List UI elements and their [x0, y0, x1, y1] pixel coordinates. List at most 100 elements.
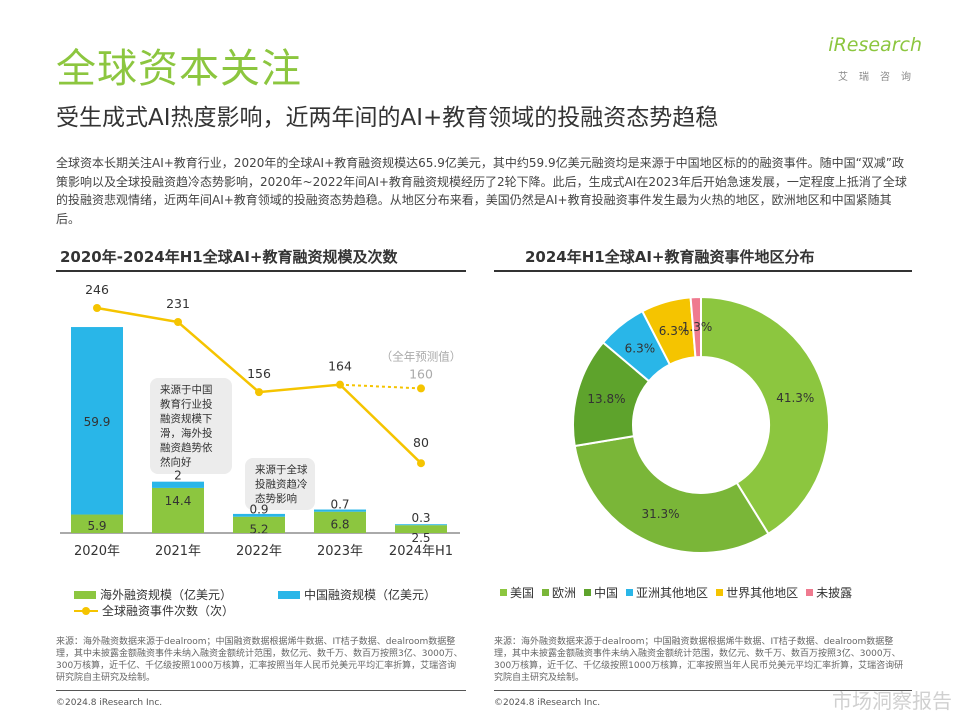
x-tick-label: 2022年 — [236, 544, 282, 559]
line-point — [255, 388, 263, 397]
divider — [494, 270, 912, 272]
legend-swatch — [716, 589, 724, 596]
pie-slice-label: 13.8% — [587, 392, 625, 406]
data-label-china: 0.7 — [330, 498, 349, 512]
bar-china — [152, 481, 204, 488]
callout-box — [245, 458, 315, 510]
legend-swatch — [542, 589, 550, 596]
data-label-count: 231 — [166, 296, 190, 311]
legend-item-count: 全球融资事件次数（次） — [74, 602, 234, 619]
copyright: ©2024.8 iResearch Inc. — [56, 698, 163, 708]
data-label-china: 0.9 — [249, 503, 268, 517]
divider — [494, 690, 912, 691]
legend-swatch — [278, 590, 300, 599]
pie-legend: 美国 欧洲 中国 亚洲其他地区 世界其他地区 未披露 — [500, 584, 852, 601]
pie-slice — [689, 295, 702, 359]
iresearch-logo: iResearch 艾瑞咨询 — [812, 30, 922, 86]
legend-item-overseas: 海外融资规模（亿美元） — [74, 586, 232, 603]
pie-legend-item: 亚洲其他地区 — [626, 584, 708, 601]
legend-label: 海外融资规模（亿美元） — [100, 588, 233, 602]
bar-china — [314, 509, 366, 512]
forecast-line — [339, 383, 422, 390]
pie-legend-item: 中国 — [584, 584, 618, 601]
pie-slice-label: 6.3% — [625, 341, 656, 355]
pie-legend-item: 美国 — [500, 584, 534, 601]
data-label-china: 2 — [174, 469, 182, 483]
bar-chart-title: 2020年-2024年H1全球AI+教育融资规模及次数 — [60, 248, 398, 266]
pie-legend-item: 世界其他地区 — [716, 584, 798, 601]
page-subtitle: 受生成式AI热度影响，近两年间的AI+教育领域的投融资态势趋稳 — [56, 105, 719, 131]
legend-swatch — [584, 589, 592, 596]
data-label-overseas: 6.8 — [330, 518, 349, 532]
x-tick-label: 2023年 — [317, 544, 363, 559]
data-label-china: 0.3 — [411, 511, 430, 525]
legend-swatch — [74, 590, 96, 599]
callout-text: 然向好 — [160, 456, 192, 469]
forecast-note: （全年预测值） — [381, 349, 462, 363]
source-note: 来源：海外融资数据来源于dealroom；中国融资数据根据烯牛数据、IT桔子数据… — [56, 637, 463, 683]
x-tick-label: 2024年H1 — [389, 544, 453, 559]
callout-text: 滑，海外投 — [160, 427, 213, 440]
divider — [56, 690, 466, 691]
data-label-overseas: 5.9 — [87, 519, 106, 533]
pie-chart-title: 2024年H1全球AI+教育融资事件地区分布 — [525, 248, 815, 266]
legend-label: 世界其他地区 — [726, 586, 799, 600]
callout-text: 态势影响 — [255, 492, 297, 505]
legend-label: 美国 — [510, 586, 535, 600]
forecast-point — [417, 384, 425, 393]
legend-swatch — [626, 589, 634, 596]
data-label-count: 80 — [413, 435, 429, 450]
legend-label: 亚洲其他地区 — [636, 586, 709, 600]
pie-slice — [700, 295, 830, 536]
callout-text: 融资趋势依 — [160, 441, 213, 454]
legend-swatch — [500, 589, 507, 596]
logo-subtext: 艾瑞咨询 — [838, 72, 922, 83]
line-point — [174, 318, 182, 327]
legend-label: 未披露 — [816, 586, 853, 600]
data-label-china: 59.9 — [84, 415, 111, 429]
pie-legend-item: 欧洲 — [542, 584, 576, 601]
source-note: 来源：海外融资数据来源于dealroom；中国融资数据根据烯牛数据、IT桔子数据… — [494, 637, 904, 683]
bar-line-chart: 来源于中国教育行业投融资规模下滑，海外投融资趋势依然向好来源于全球投融资趋冷态势… — [60, 282, 462, 559]
legend-label: 中国 — [594, 586, 619, 600]
callout-text: 来源于全球 — [255, 463, 308, 476]
pie-slice — [573, 434, 770, 554]
bar-china — [233, 513, 285, 517]
callout-text: 投融资趋冷 — [255, 478, 308, 491]
line-point — [93, 303, 101, 312]
legend-label: 中国融资规模（亿美元） — [304, 588, 437, 602]
data-label-overseas: 14.4 — [165, 494, 192, 508]
pie-slice-label: 1.3% — [682, 320, 713, 334]
divider — [56, 270, 466, 272]
pie-legend-item: 未披露 — [806, 584, 852, 601]
legend-swatch — [806, 589, 814, 596]
callout-text: 融资规模下 — [160, 412, 213, 425]
page-title: 全球资本关注 — [56, 46, 302, 92]
pie-slice-label: 41.3% — [776, 391, 814, 405]
forecast-value-label: 160 — [409, 366, 433, 381]
pie-slice-label: 31.3% — [641, 507, 679, 521]
logo-text: iResearch — [828, 34, 922, 56]
callout-box — [150, 378, 232, 474]
x-tick-label: 2020年 — [74, 544, 120, 559]
copyright: ©2024.8 iResearch Inc. — [494, 698, 601, 708]
bar-china — [395, 524, 447, 526]
intro-paragraph: 全球资本长期关注AI+教育行业，2020年的全球AI+教育融资规模达65.9亿美… — [56, 156, 907, 226]
legend-item-china: 中国融资规模（亿美元） — [278, 586, 436, 603]
legend-label: 全球融资事件次数（次） — [102, 604, 235, 618]
callout-text: 教育行业投 — [160, 398, 213, 411]
data-label-count: 156 — [247, 366, 271, 381]
donut-chart: 41.3%31.3%13.8%6.3%6.3%1.3% — [572, 295, 830, 554]
legend-label: 欧洲 — [552, 586, 577, 600]
bar-overseas — [233, 516, 285, 533]
bar-overseas — [71, 514, 123, 533]
legend-swatch-line — [74, 606, 98, 615]
pie-slice-label: 6.3% — [659, 324, 690, 338]
data-label-count: 164 — [328, 359, 352, 374]
data-label-overseas: 2.5 — [411, 531, 430, 545]
line-point — [417, 459, 425, 468]
bar-overseas — [152, 487, 204, 533]
callout-text: 来源于中国 — [160, 383, 213, 396]
